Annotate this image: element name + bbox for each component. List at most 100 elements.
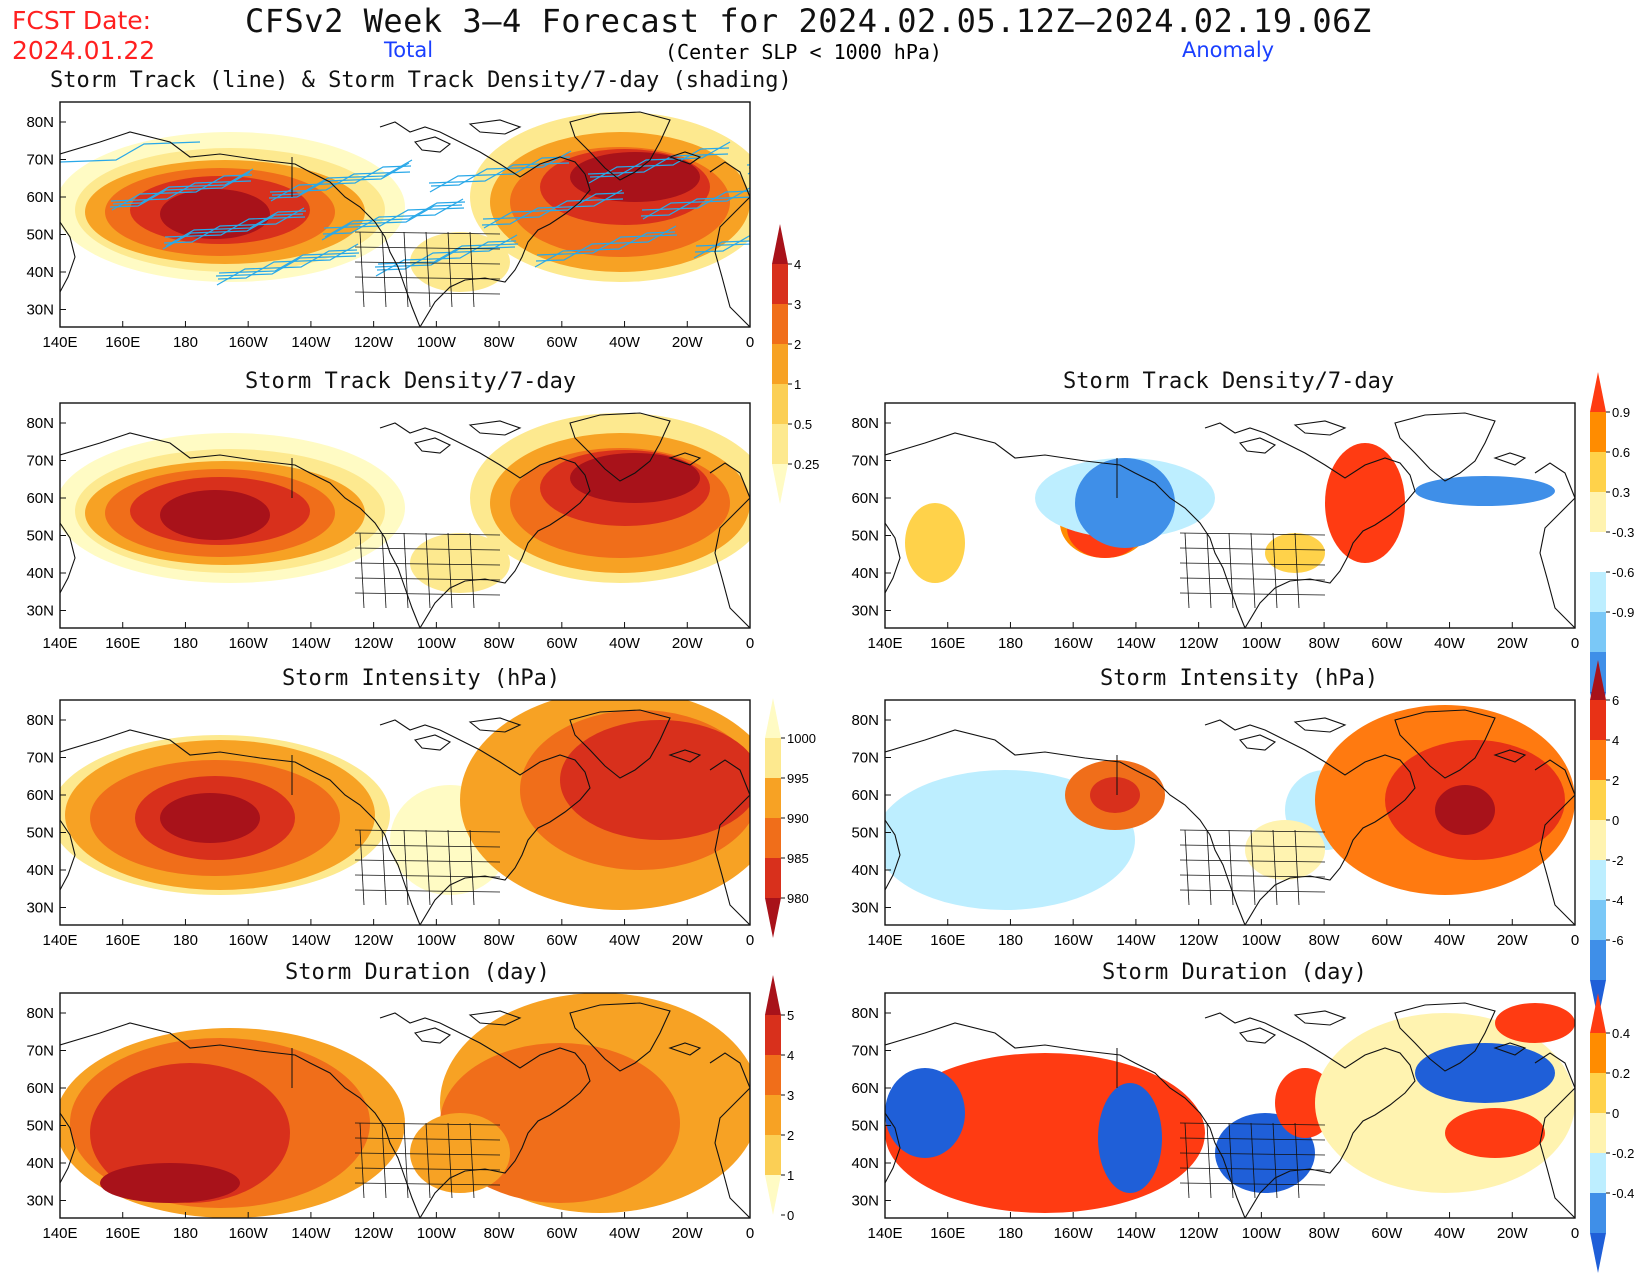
colorbar-duration-anomaly: 0.4 0.2 0 -0.2 -0.4 xyxy=(1590,993,1634,1273)
lon-label: 80W xyxy=(484,932,516,949)
lat-label: 50N xyxy=(26,227,54,244)
lon-label: 0 xyxy=(746,334,754,351)
lon-label: 180 xyxy=(173,635,198,652)
lon-label: 180 xyxy=(998,932,1023,949)
lat-label: 50N xyxy=(851,825,879,842)
lon-label: 0 xyxy=(1571,1225,1579,1242)
lon-label: 80W xyxy=(1309,932,1341,949)
lon-label: 180 xyxy=(998,635,1023,652)
colorbar-label: 6 xyxy=(1612,693,1619,708)
colorbar-label: 4 xyxy=(787,1048,794,1063)
lon-label: 140E xyxy=(42,334,77,351)
lat-label: 80N xyxy=(851,415,879,432)
lat-label: 30N xyxy=(26,1193,54,1210)
lon-label: 20W xyxy=(672,334,704,351)
lon-label: 120W xyxy=(354,635,394,652)
lon-label: 160E xyxy=(105,334,140,351)
lon-label: 160W xyxy=(229,334,269,351)
colorbar-intensity-anomaly: 6 4 2 0 -2 -4 -6 xyxy=(1590,660,1624,1020)
lon-label: 140W xyxy=(291,334,331,351)
colorbar-label: 2 xyxy=(1612,773,1619,788)
lon-label: 180 xyxy=(998,1225,1023,1242)
map-track-total: 80N 70N 60N 50N 40N 30N 140E 160E 180 160W 140W 120… xyxy=(26,101,754,351)
colorbar-label: 990 xyxy=(787,811,809,826)
lon-label: 140W xyxy=(1116,932,1156,949)
lat-label: 30N xyxy=(851,1193,879,1210)
colorbar-label: 2 xyxy=(787,1128,794,1143)
lon-label: 160W xyxy=(1054,1225,1094,1242)
lon-label: 180 xyxy=(173,334,198,351)
lon-label: 80W xyxy=(484,334,516,351)
colorbar-density-anomaly: 0.9 0.6 0.3 -0.3 -0.6 -0.9 xyxy=(1590,372,1634,732)
lon-label: 20W xyxy=(1497,1225,1529,1242)
lon-label: 40W xyxy=(609,334,641,351)
colorbar-label: -0.9 xyxy=(1612,605,1634,620)
colorbar-label: 0.3 xyxy=(1612,485,1630,500)
lon-label: 160W xyxy=(1054,932,1094,949)
lon-label: 100W xyxy=(1242,1225,1282,1242)
lat-label: 80N xyxy=(26,415,54,432)
lon-label: 20W xyxy=(672,932,704,949)
lon-label: 60W xyxy=(1371,635,1403,652)
colorbar-label: 0.4 xyxy=(1612,1026,1630,1041)
lon-label: 40W xyxy=(1434,635,1466,652)
colorbar-label: -0.3 xyxy=(1612,525,1634,540)
colorbar-label: 0.9 xyxy=(1612,405,1630,420)
lat-label: 40N xyxy=(851,565,879,582)
lon-label: 60W xyxy=(546,635,578,652)
lon-label: 60W xyxy=(546,1225,578,1242)
page-title: CFSv2 Week 3–4 Forecast for 2024.02.05.1… xyxy=(245,2,1372,40)
lat-label: 40N xyxy=(26,1155,54,1172)
lon-label: 20W xyxy=(672,1225,704,1242)
panel-title-density-total: Storm Track Density/7-day xyxy=(245,369,577,394)
lon-label: 80W xyxy=(1309,1225,1341,1242)
lon-label: 180 xyxy=(173,932,198,949)
anomaly-column-label: Anomaly xyxy=(1182,38,1275,62)
colorbar-label: 4 xyxy=(1612,733,1619,748)
lon-label: 40W xyxy=(1434,932,1466,949)
lon-label: 140E xyxy=(42,1225,77,1242)
lat-label: 80N xyxy=(26,712,54,729)
lon-label: 0 xyxy=(746,932,754,949)
lat-label: 40N xyxy=(851,862,879,879)
lon-label: 140W xyxy=(291,932,331,949)
lon-label: 160E xyxy=(105,1225,140,1242)
lat-label: 60N xyxy=(26,490,54,507)
lat-label: 60N xyxy=(26,189,54,206)
lat-label: 50N xyxy=(26,528,54,545)
lat-label: 70N xyxy=(851,1043,879,1060)
lon-label: 20W xyxy=(1497,932,1529,949)
lon-label: 160W xyxy=(229,1225,269,1242)
colorbar-intensity-total: 1000 995 990 985 980 xyxy=(765,698,816,938)
colorbar-label: 0 xyxy=(1612,1106,1619,1121)
panel-title-duration-anom: Storm Duration (day) xyxy=(1102,960,1367,985)
lon-label: 100W xyxy=(417,932,457,949)
lat-label: 50N xyxy=(26,1118,54,1135)
colorbar-label: 3 xyxy=(794,297,801,312)
lon-label: 20W xyxy=(1497,635,1529,652)
colorbar-label: 5 xyxy=(787,1008,794,1023)
lon-label: 40W xyxy=(609,635,641,652)
lon-label: 80W xyxy=(1309,635,1341,652)
lon-label: 60W xyxy=(1371,1225,1403,1242)
lon-label: 160E xyxy=(105,932,140,949)
map-intensity-total: 80N 70N 60N 50N 40N 30N 140E 160E 180 160W 140W 120… xyxy=(26,699,754,949)
colorbar-density-total: 4 3 2 1 0.5 0.25 xyxy=(772,224,819,504)
lat-label: 70N xyxy=(26,750,54,767)
lon-label: 120W xyxy=(354,1225,394,1242)
lon-label: 20W xyxy=(672,635,704,652)
colorbar-label: 0 xyxy=(787,1208,794,1223)
lon-label: 140W xyxy=(291,1225,331,1242)
lon-label: 140E xyxy=(867,1225,902,1242)
lon-label: 120W xyxy=(354,334,394,351)
lon-label: 100W xyxy=(417,635,457,652)
colorbar-label: -0.4 xyxy=(1612,1186,1634,1201)
map-duration-total: 80N 70N 60N 50N 40N 30N 140E 160E 180 160W 140W 120… xyxy=(26,992,754,1242)
lon-label: 160E xyxy=(930,1225,965,1242)
colorbar-label: -0.2 xyxy=(1612,1146,1634,1161)
lat-label: 60N xyxy=(851,1080,879,1097)
colorbar-label: 2 xyxy=(794,337,801,352)
lat-label: 30N xyxy=(851,603,879,620)
lon-label: 140W xyxy=(1116,635,1156,652)
lon-label: 60W xyxy=(1371,932,1403,949)
